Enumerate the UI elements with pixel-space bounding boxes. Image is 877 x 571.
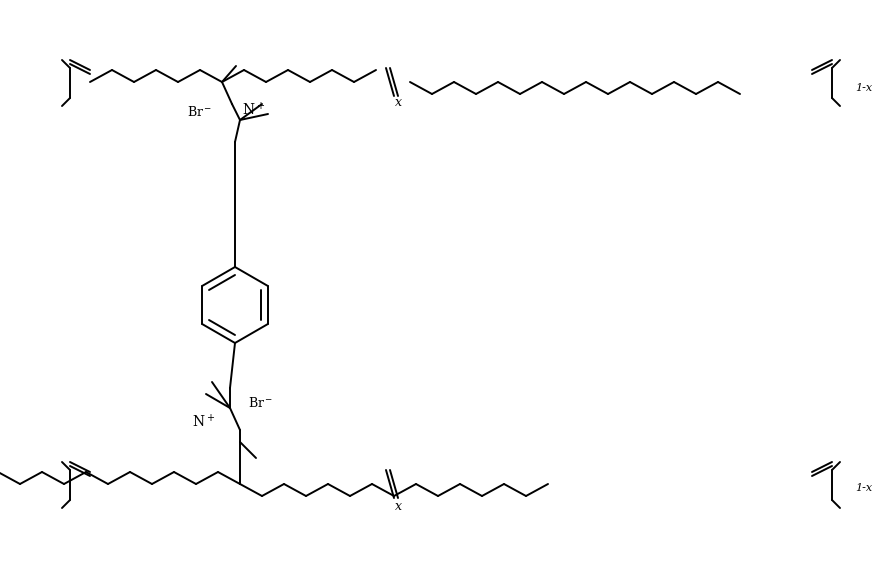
Text: N$^+$: N$^+$ [191, 413, 215, 431]
Text: x: x [394, 500, 401, 513]
Text: 1-x: 1-x [854, 83, 871, 93]
Text: Br$^-$: Br$^-$ [247, 396, 273, 410]
Text: 1-x: 1-x [854, 483, 871, 493]
Text: N$^+$: N$^+$ [242, 100, 265, 118]
Text: x: x [394, 95, 401, 108]
Text: Br$^-$: Br$^-$ [187, 105, 211, 119]
